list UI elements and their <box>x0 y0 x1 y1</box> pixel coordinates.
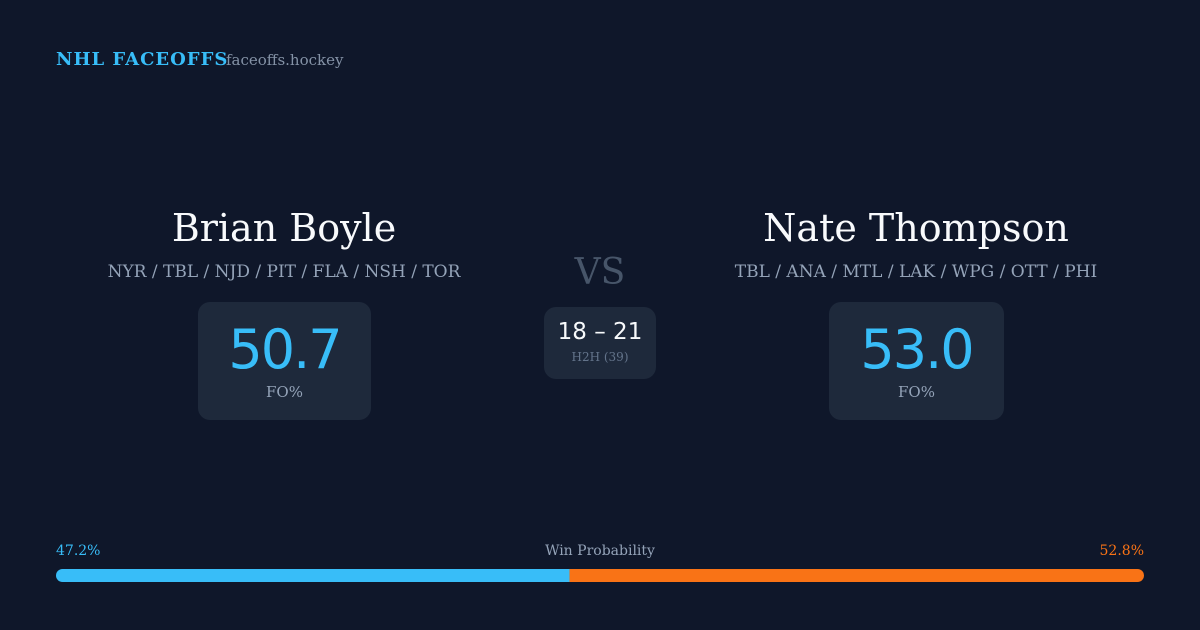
site: faceoffs.hockey <box>226 51 344 69</box>
fo-pct: 53.0 <box>860 318 974 381</box>
win-prob-left: 47.2% <box>56 543 101 559</box>
h2h-label: H2H (39) <box>571 350 629 364</box>
h2h-card: 18 – 21 H2H (39) <box>544 307 656 379</box>
player-teams: TBL / ANA / MTL / LAK / WPG / OTT / PHI <box>734 262 1098 282</box>
fo-card: 50.7 FO% <box>198 302 371 420</box>
win-prob-right: 52.8% <box>1099 543 1144 559</box>
fo-label: FO% <box>266 383 303 401</box>
win-prob-bar <box>56 569 1144 582</box>
fo-card: 53.0 FO% <box>829 302 1004 420</box>
brand: NHL FACEOFFS <box>56 49 229 70</box>
fo-label: FO% <box>898 383 935 401</box>
win-prob-segment <box>56 569 570 582</box>
fo-pct: 50.7 <box>228 318 342 381</box>
player-name: Nate Thompson <box>763 206 1069 250</box>
player-name: Brian Boyle <box>171 206 397 250</box>
win-prob-segment <box>569 569 1144 582</box>
h2h-score: 18 – 21 <box>557 319 643 345</box>
vs: VS <box>574 252 626 293</box>
player-teams: NYR / TBL / NJD / PIT / FLA / NSH / TOR <box>107 262 461 282</box>
win-prob-title: Win Probability <box>545 543 655 559</box>
